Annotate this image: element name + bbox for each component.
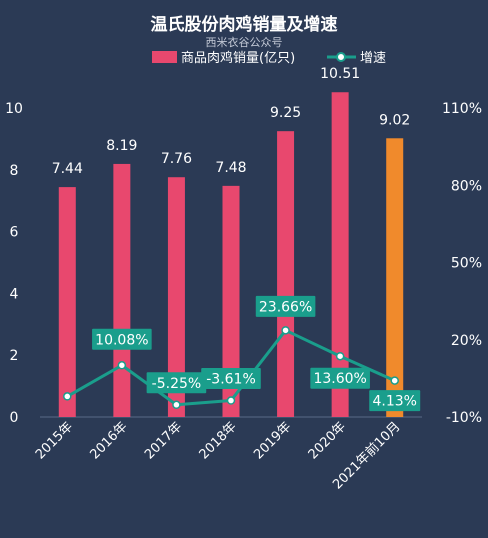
x-tick-label: 2016年 — [87, 419, 130, 462]
growth-label-box — [369, 390, 421, 412]
bar-value-label: 9.02 — [379, 112, 410, 128]
bar-value-labels: 7.44 8.19 7.76 7.48 9.25 10.51 9.02 — [52, 66, 411, 177]
y-left-tick-label: 10 — [5, 101, 23, 117]
bar-value-label: 7.76 — [161, 151, 192, 167]
chart-title: 温氏股份肉鸡销量及增速 — [151, 14, 338, 35]
growth-value-label: 10.08% — [95, 332, 148, 348]
growth-point — [117, 361, 127, 370]
y-right-tick-label: 20% — [451, 333, 482, 349]
growth-point — [172, 400, 181, 410]
y-axis-right: -10% 20% 50% 80% 110% — [442, 101, 482, 426]
bar — [386, 138, 404, 418]
y-right-tick-label: -10% — [446, 410, 482, 426]
bar — [58, 187, 76, 417]
growth-point — [63, 392, 72, 401]
y-right-tick-label: 110% — [442, 101, 482, 117]
legend: 商品肉鸡销量(亿只) 增速 — [152, 50, 386, 66]
legend-line-marker — [336, 52, 346, 62]
growth-label-box — [310, 367, 370, 389]
chart-subtitle: 西米衣谷公众号 — [206, 35, 283, 49]
legend-bar-swatch — [152, 51, 177, 63]
growth-value-label: -5.25% — [152, 376, 202, 392]
y-left-tick-label: 0 — [10, 410, 19, 426]
growth-label-box — [146, 372, 207, 394]
growth-point — [335, 351, 345, 361]
x-tick-label: 2017年 — [142, 419, 185, 462]
bar-series — [58, 92, 404, 418]
growth-label-box — [92, 328, 152, 350]
growth-line-series — [63, 326, 399, 410]
growth-value-label: -3.61% — [206, 372, 256, 388]
bar — [222, 185, 240, 417]
growth-label-box — [255, 295, 316, 317]
growth-value-labels: 10.08% -5.25% -3.61% 23.66% 13.60% 4.13% — [92, 295, 421, 412]
bar-value-label: 7.44 — [52, 161, 83, 177]
y-right-tick-label: 50% — [451, 256, 482, 272]
x-tick-label: 2015年 — [33, 419, 76, 462]
growth-point — [281, 326, 290, 335]
legend-line-label: 增速 — [360, 51, 386, 66]
growth-point — [390, 376, 399, 385]
y-axis-left: 0 2 4 6 8 10 — [5, 101, 23, 426]
legend-bar-label: 商品肉鸡销量(亿只) — [181, 50, 295, 66]
y-left-tick-label: 2 — [10, 348, 19, 364]
x-tick-label: 2020年 — [306, 419, 349, 462]
growth-point — [226, 396, 236, 405]
bar — [331, 92, 349, 417]
bar — [113, 163, 131, 417]
bar-value-label: 7.48 — [215, 160, 246, 176]
growth-value-label: 23.66% — [259, 299, 312, 315]
y-left-tick-label: 6 — [10, 225, 19, 241]
x-tick-label: 2019年 — [251, 419, 294, 462]
y-left-tick-label: 4 — [10, 286, 19, 302]
x-tick-label: 2018年 — [197, 419, 240, 462]
y-left-tick-label: 8 — [10, 163, 19, 179]
growth-label-box — [201, 368, 261, 390]
growth-value-label: 4.13% — [372, 394, 416, 410]
y-right-tick-label: 80% — [451, 178, 482, 194]
bar-value-label: 8.19 — [106, 138, 137, 154]
growth-value-label: 13.60% — [313, 371, 366, 387]
bar — [277, 131, 295, 418]
bar — [167, 177, 185, 417]
bar-value-label: 10.51 — [320, 66, 360, 82]
bar-value-label: 9.25 — [270, 105, 301, 121]
